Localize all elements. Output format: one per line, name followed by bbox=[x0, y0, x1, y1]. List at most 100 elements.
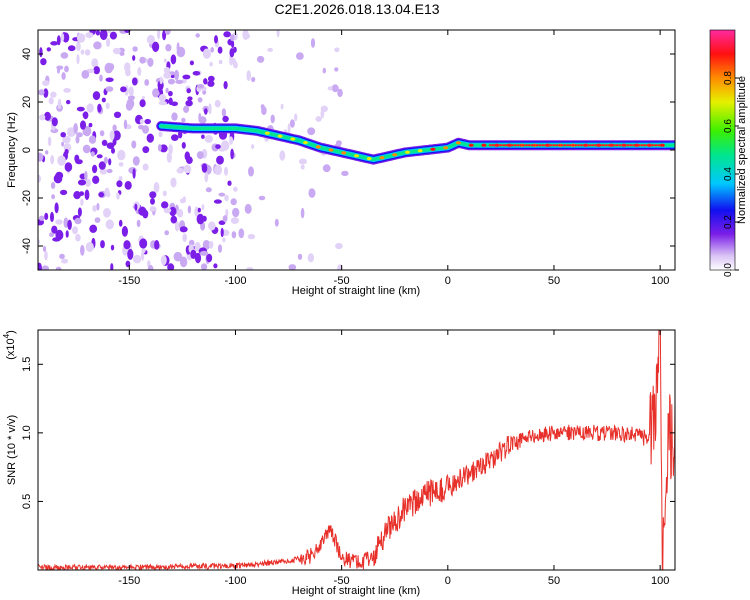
spectrogram-noise-blob bbox=[128, 86, 134, 97]
spectrogram-noise-blob bbox=[109, 130, 115, 141]
spectrogram-noise-blob bbox=[60, 189, 68, 196]
spectrogram-noise-blob bbox=[79, 191, 85, 196]
spectrogram-noise-blob bbox=[334, 47, 340, 53]
spectrogram-noise-blob bbox=[189, 60, 194, 66]
spectrogram-noise-blob bbox=[134, 203, 138, 211]
spectrogram-noise-blob bbox=[90, 151, 95, 157]
spectrogram-peak bbox=[557, 144, 561, 147]
spectrogram-noise-blob bbox=[201, 163, 208, 173]
spectrogram-noise-blob bbox=[227, 180, 232, 186]
spectrogram-noise-blob bbox=[165, 44, 172, 52]
spectrogram-noise-blob bbox=[251, 144, 255, 150]
spectrogram-noise-blob bbox=[66, 99, 71, 105]
spectrogram-peak bbox=[544, 144, 547, 147]
spectrogram-peak bbox=[552, 144, 556, 147]
spectrogram-noise-blob bbox=[164, 230, 169, 236]
spectrogram-noise-blob bbox=[175, 79, 184, 84]
spectrogram-noise-blob bbox=[207, 80, 215, 87]
snr-x-tick-label: -50 bbox=[334, 575, 350, 587]
spectrogram-noise-blob bbox=[64, 65, 69, 73]
spectrogram-noise-blob bbox=[165, 87, 169, 94]
spectrogram-peak bbox=[591, 144, 594, 147]
spectrogram-noise-blob bbox=[132, 55, 136, 61]
spectrogram-noise-blob bbox=[300, 164, 305, 170]
spectrogram-noise-blob bbox=[44, 212, 49, 220]
spectrogram-noise-blob bbox=[44, 111, 51, 121]
spectrogram-noise-blob bbox=[81, 70, 90, 79]
spectrogram-noise-blob bbox=[213, 199, 222, 204]
spectrogram-noise-blob bbox=[223, 81, 228, 90]
spectrogram-noise-blob bbox=[96, 154, 103, 159]
spectrogram-peak bbox=[443, 146, 449, 150]
spectrogram-peak bbox=[560, 144, 564, 147]
spectrogram-noise-blob bbox=[142, 163, 149, 171]
spectrogram-x-tick-label: -100 bbox=[224, 275, 246, 287]
spectrogram-peak bbox=[541, 144, 545, 147]
spectrogram-noise-blob bbox=[296, 52, 304, 60]
spectrogram-noise-blob bbox=[46, 47, 51, 52]
spectrogram-peak bbox=[654, 144, 658, 147]
spectrogram-noise-blob bbox=[267, 47, 273, 52]
spectrogram-noise-blob bbox=[197, 207, 201, 213]
spectrogram-noise-blob bbox=[150, 198, 155, 205]
spectrogram-noise-blob bbox=[125, 101, 133, 111]
spectrogram-noise-blob bbox=[229, 48, 235, 58]
spectrogram-noise-blob bbox=[60, 52, 69, 59]
spectrogram-noise-blob bbox=[230, 198, 237, 206]
spectrogram-noise-blob bbox=[176, 208, 184, 218]
spectrogram-noise-blob bbox=[327, 86, 333, 91]
spectrogram-noise-blob bbox=[101, 97, 106, 103]
spectrogram-noise-blob bbox=[158, 94, 166, 102]
spectrogram-noise-blob bbox=[153, 182, 160, 193]
spectrogram-noise-blob bbox=[59, 253, 65, 259]
spectrogram-noise-blob bbox=[222, 115, 229, 123]
spectrogram-noise-blob bbox=[55, 229, 64, 241]
colorbar-tick-label: 0.4 bbox=[723, 167, 734, 181]
spectrogram-noise-blob bbox=[67, 45, 76, 52]
spectrogram-peak bbox=[379, 156, 385, 160]
spectrogram-peak bbox=[635, 144, 638, 147]
spectrogram-noise-blob bbox=[300, 207, 305, 219]
snr-panel: -150 -100 -50 0 50 100 0.5 1.0 1.5 Height of st… bbox=[2, 329, 676, 597]
spectrogram-noise-blob bbox=[99, 74, 103, 82]
spectrogram-noise-blob bbox=[93, 66, 100, 75]
spectrogram-noise-blob bbox=[334, 67, 339, 72]
spectrogram-noise-blob bbox=[118, 219, 123, 227]
spectrogram-noise-blob bbox=[106, 37, 111, 47]
spectrogram-peak bbox=[519, 144, 522, 147]
colorbar-tick-label: 0.2 bbox=[723, 215, 734, 229]
spectrogram-noise-blob bbox=[209, 61, 213, 67]
spectrogram-noise-blob bbox=[222, 237, 226, 243]
spectrogram-noise-blob bbox=[256, 55, 265, 63]
spectrogram-noise-blob bbox=[142, 209, 149, 219]
spectrogram-peak bbox=[497, 144, 500, 147]
spectrogram-noise-blob bbox=[50, 41, 59, 46]
spectrogram-noise-blob bbox=[137, 67, 142, 76]
colorbar-tick-label: 0.6 bbox=[723, 119, 734, 133]
spectrogram-noise-blob bbox=[110, 263, 114, 270]
spectrogram-y-tick-label: 0 bbox=[21, 147, 33, 153]
spectrogram-peak bbox=[502, 144, 506, 147]
spectrogram-noise-blob bbox=[40, 58, 47, 66]
spectrogram-noise-blob bbox=[45, 150, 49, 155]
spectrogram-peak bbox=[659, 143, 665, 147]
spectrogram-noise-blob bbox=[105, 219, 115, 230]
spectrogram-noise-blob bbox=[230, 34, 235, 42]
spectrogram-noise-blob bbox=[174, 220, 180, 232]
spectrogram-noise-blob bbox=[98, 192, 105, 198]
spectrogram-noise-blob bbox=[182, 233, 187, 242]
spectrogram-noise-blob bbox=[307, 253, 315, 263]
colorbar: 0.0 0.2 0.4 0.6 0.8 Normalized spectral ampl… bbox=[709, 29, 748, 277]
spectrogram-noise-blob bbox=[214, 35, 218, 44]
spectrogram-noise-blob bbox=[139, 99, 146, 108]
spectrogram-noise-blob bbox=[80, 120, 86, 130]
spectrogram-noise-blob bbox=[176, 167, 184, 174]
snr-x-tick-label: 0 bbox=[445, 575, 451, 587]
spectrogram-noise-blob bbox=[38, 152, 44, 162]
spectrogram-noise-blob bbox=[136, 219, 141, 228]
colorbar-gradient bbox=[709, 29, 736, 271]
spectrogram-x-tick-label: -50 bbox=[334, 275, 350, 287]
spectrogram-noise-blob bbox=[67, 219, 72, 230]
spectrogram-peak bbox=[657, 144, 661, 147]
spectrogram-noise-blob bbox=[147, 57, 154, 67]
